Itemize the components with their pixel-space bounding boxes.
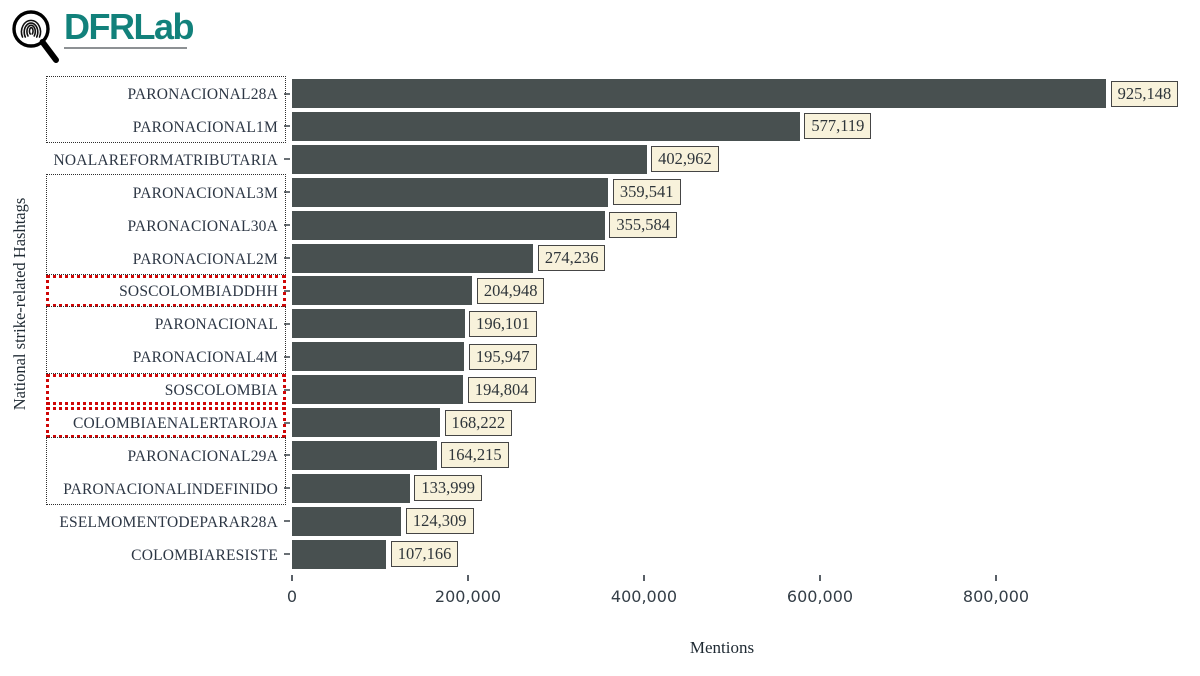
- x-tick-mark: [819, 575, 821, 581]
- x-tick-label: 800,000: [962, 587, 1030, 606]
- value-badge: 194,804: [467, 376, 536, 403]
- x-tick-label: 0: [286, 587, 298, 606]
- bar: [292, 342, 465, 372]
- y-tick-mark: [284, 421, 290, 424]
- value-badge: 196,101: [469, 310, 537, 337]
- hashtag-label: PARONACIONAL3M: [132, 184, 278, 202]
- hashtag-label: ESELMOMENTODEPARAR28A: [59, 513, 278, 531]
- y-tick-mark: [284, 191, 290, 194]
- bar: [292, 473, 410, 503]
- x-tick-mark: [643, 575, 645, 581]
- bar: [292, 408, 441, 437]
- hashtag-group-box-black: [46, 174, 286, 275]
- x-tick-mark: [291, 575, 293, 581]
- hashtag-group-box-black: [46, 305, 286, 374]
- value-badge: 195,947: [468, 343, 537, 370]
- hashtag-label: PARONACIONALINDEFINIDO: [63, 480, 278, 498]
- value-badge: 164,215: [441, 442, 509, 469]
- logo-underline: [64, 47, 187, 49]
- value-badge: 274,236: [537, 245, 606, 271]
- value-badge: 577,119: [804, 113, 872, 140]
- dfrlab-logo: DFRLab: [8, 6, 195, 64]
- hashtag-group-box-red: [46, 373, 286, 406]
- hashtag-label: SOSCOLOMBIADDHH: [119, 283, 278, 301]
- x-axis-title: Mentions: [689, 638, 755, 657]
- y-axis-title: National strike-related Hashtags: [10, 197, 29, 411]
- hashtag-label: PARONACIONAL29A: [127, 447, 278, 465]
- hashtag-group-box-black: [46, 437, 286, 506]
- y-tick-mark: [284, 553, 290, 556]
- y-tick-mark: [284, 388, 290, 391]
- y-tick-mark: [284, 520, 290, 523]
- hashtag-group-box-red: [46, 274, 286, 307]
- value-badge: 204,948: [476, 277, 545, 304]
- bar: [292, 276, 473, 306]
- hashtag-label: PARONACIONAL30A: [127, 217, 278, 235]
- bar: [292, 210, 605, 240]
- bar: [292, 440, 437, 470]
- value-badge: 124,309: [405, 508, 474, 535]
- logo-text: DFRLab: [64, 6, 195, 47]
- x-tick-mark: [467, 575, 469, 581]
- x-tick-label: 600,000: [786, 587, 854, 606]
- y-tick-mark: [284, 92, 290, 95]
- y-tick-mark: [284, 487, 290, 490]
- value-badge: 133,999: [414, 475, 483, 502]
- hashtag-label: PARONACIONAL: [154, 316, 278, 334]
- y-tick-mark: [284, 355, 290, 358]
- value-badge: 168,222: [444, 409, 513, 436]
- value-badge: 925,148: [1110, 80, 1179, 107]
- y-tick-mark: [284, 257, 290, 259]
- x-tick-mark: [995, 575, 997, 581]
- hashtag-label: NOALAREFORMATRIBUTARIA: [53, 151, 278, 169]
- hashtag-label: PARONACIONAL1M: [132, 118, 278, 136]
- bar: [292, 539, 387, 569]
- hashtag-group-box-red: [46, 406, 286, 439]
- bar: [292, 144, 647, 174]
- value-badge: 359,541: [612, 179, 681, 206]
- hashtag-label: COLOMBIARESISTE: [131, 546, 278, 564]
- y-tick-mark: [284, 224, 290, 227]
- value-badge: 107,166: [390, 541, 459, 568]
- logo-text-wrap: DFRLab: [64, 6, 195, 49]
- hashtag-label: COLOMBIAENALERTAROJA: [72, 415, 278, 432]
- hashtag-label: PARONACIONAL2M: [132, 250, 278, 268]
- hashtag-label: SOSCOLOMBIA: [164, 382, 278, 400]
- value-badge: 402,962: [651, 146, 719, 173]
- hashtag-label: PARONACIONAL4M: [132, 349, 278, 367]
- y-tick-mark: [284, 289, 290, 292]
- hashtag-group-box-black: [46, 75, 286, 144]
- bar: [292, 309, 465, 339]
- hashtag-label: PARONACIONAL28A: [127, 86, 278, 103]
- bar: [292, 506, 402, 536]
- x-tick-label: 400,000: [610, 587, 678, 606]
- bar: [292, 375, 464, 405]
- bar: [292, 111, 800, 141]
- y-tick-mark: [284, 158, 290, 161]
- bar: [292, 243, 534, 273]
- x-tick-label: 200,000: [434, 587, 502, 606]
- y-tick-mark: [284, 125, 290, 128]
- bar: [292, 177, 609, 207]
- y-tick-mark: [284, 322, 290, 325]
- fingerprint-magnifier-icon: [12, 10, 59, 63]
- value-badge: 355,584: [609, 212, 678, 239]
- bar: [292, 79, 1107, 108]
- y-tick-mark: [284, 454, 290, 457]
